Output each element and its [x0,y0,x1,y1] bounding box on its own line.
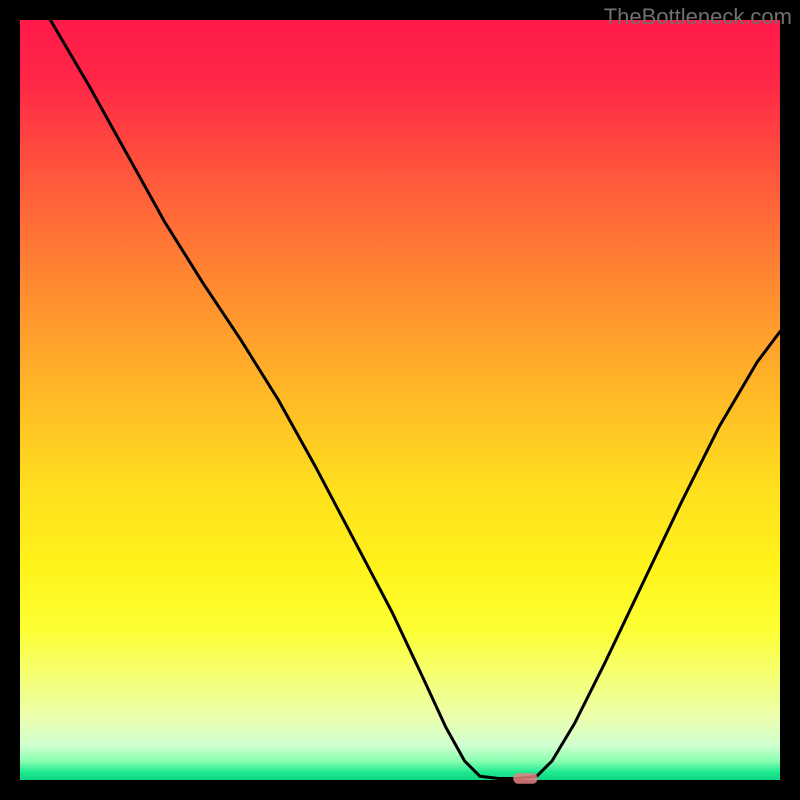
watermark-label: TheBottleneck.com [604,4,792,30]
optimal-marker [513,773,537,784]
bottleneck-chart [0,0,800,800]
chart-container: TheBottleneck.com [0,0,800,800]
gradient-background [20,20,780,780]
